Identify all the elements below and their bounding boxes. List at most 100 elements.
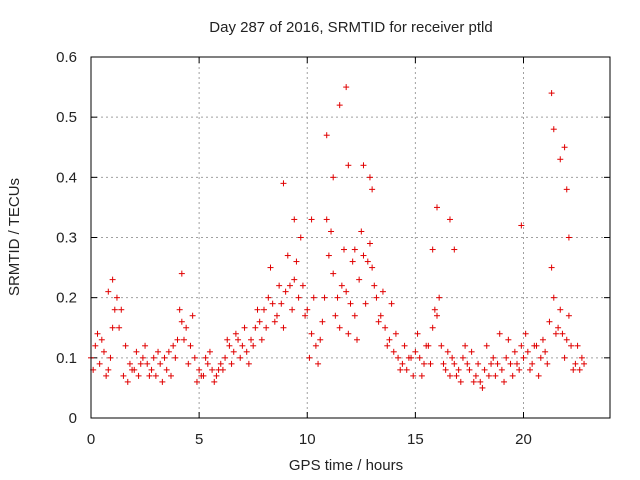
data-point	[271, 318, 278, 325]
data-point	[209, 366, 216, 373]
data-point	[555, 324, 562, 331]
data-point	[280, 180, 287, 187]
data-point	[403, 366, 410, 373]
data-point	[295, 294, 302, 301]
data-point	[345, 330, 352, 337]
data-point	[414, 330, 421, 337]
data-point	[174, 336, 181, 343]
data-point	[206, 348, 213, 355]
data-point	[481, 366, 488, 373]
data-point	[232, 330, 239, 337]
data-point	[157, 360, 164, 367]
data-point	[574, 342, 581, 349]
data-point	[358, 228, 365, 235]
data-point	[245, 360, 252, 367]
data-point	[434, 204, 440, 211]
data-point	[265, 294, 272, 301]
data-point	[524, 348, 531, 355]
data-point	[442, 366, 449, 373]
data-point	[371, 282, 378, 289]
data-point	[284, 252, 291, 259]
data-point	[366, 240, 373, 247]
plot-frame	[90, 56, 611, 419]
y-tick-label: 0	[69, 410, 77, 427]
data-point	[397, 366, 404, 373]
data-point	[457, 378, 464, 385]
data-point	[511, 348, 518, 355]
y-tick-label: 0.4	[56, 169, 77, 186]
data-point	[109, 276, 116, 283]
data-point	[254, 306, 261, 313]
data-point	[369, 264, 376, 271]
data-point	[412, 348, 419, 355]
data-point	[224, 336, 231, 343]
data-point	[410, 372, 417, 379]
data-point	[291, 276, 298, 283]
data-point	[485, 372, 492, 379]
data-point	[317, 336, 324, 343]
data-point	[237, 354, 244, 361]
data-point	[269, 300, 276, 307]
data-point	[152, 372, 159, 379]
data-point	[286, 282, 293, 289]
data-point	[451, 246, 458, 253]
x-tick-label: 0	[87, 431, 95, 448]
data-point	[550, 126, 557, 133]
x-tick-labels: 0 5 10 15 20	[87, 431, 532, 448]
data-point	[526, 366, 533, 373]
data-point	[464, 360, 471, 367]
data-point	[501, 378, 508, 385]
data-point	[196, 366, 203, 373]
data-point	[522, 330, 529, 337]
data-point	[498, 366, 505, 373]
data-point	[330, 174, 337, 181]
data-point	[405, 354, 412, 361]
data-point	[483, 342, 490, 349]
data-point	[466, 366, 473, 373]
data-point	[159, 378, 166, 385]
data-point	[416, 354, 423, 361]
data-point	[118, 306, 125, 313]
data-point	[334, 294, 341, 301]
data-point	[366, 174, 373, 181]
data-point	[544, 360, 551, 367]
data-point	[492, 372, 499, 379]
data-point	[273, 312, 280, 319]
data-point	[459, 354, 466, 361]
data-point	[472, 372, 479, 379]
data-point	[509, 372, 516, 379]
data-point	[431, 306, 438, 313]
data-point	[576, 366, 583, 373]
data-point	[462, 342, 469, 349]
data-point	[332, 312, 339, 319]
data-point	[142, 342, 149, 349]
data-point	[96, 360, 103, 367]
data-point	[518, 222, 525, 229]
data-point	[100, 348, 107, 355]
data-point	[392, 330, 399, 337]
data-point	[187, 342, 194, 349]
data-point	[572, 360, 579, 367]
data-point	[323, 132, 330, 139]
data-point	[364, 258, 371, 265]
data-point	[444, 348, 451, 355]
data-point	[563, 186, 570, 193]
data-point	[105, 366, 112, 373]
y-tick-labels: 0 0.1 0.2 0.3 0.4 0.5 0.6	[56, 49, 77, 427]
data-point	[559, 330, 566, 337]
data-point	[379, 288, 386, 295]
data-point	[373, 294, 380, 301]
data-point	[107, 354, 114, 361]
data-point	[488, 360, 495, 367]
data-point	[446, 372, 453, 379]
data-point	[531, 342, 538, 349]
data-point	[198, 372, 205, 379]
data-point	[178, 318, 185, 325]
x-tick-label: 10	[299, 431, 316, 448]
data-point	[202, 354, 209, 361]
data-point	[222, 354, 229, 361]
data-point	[570, 366, 577, 373]
data-point	[211, 378, 218, 385]
data-point	[150, 354, 157, 361]
